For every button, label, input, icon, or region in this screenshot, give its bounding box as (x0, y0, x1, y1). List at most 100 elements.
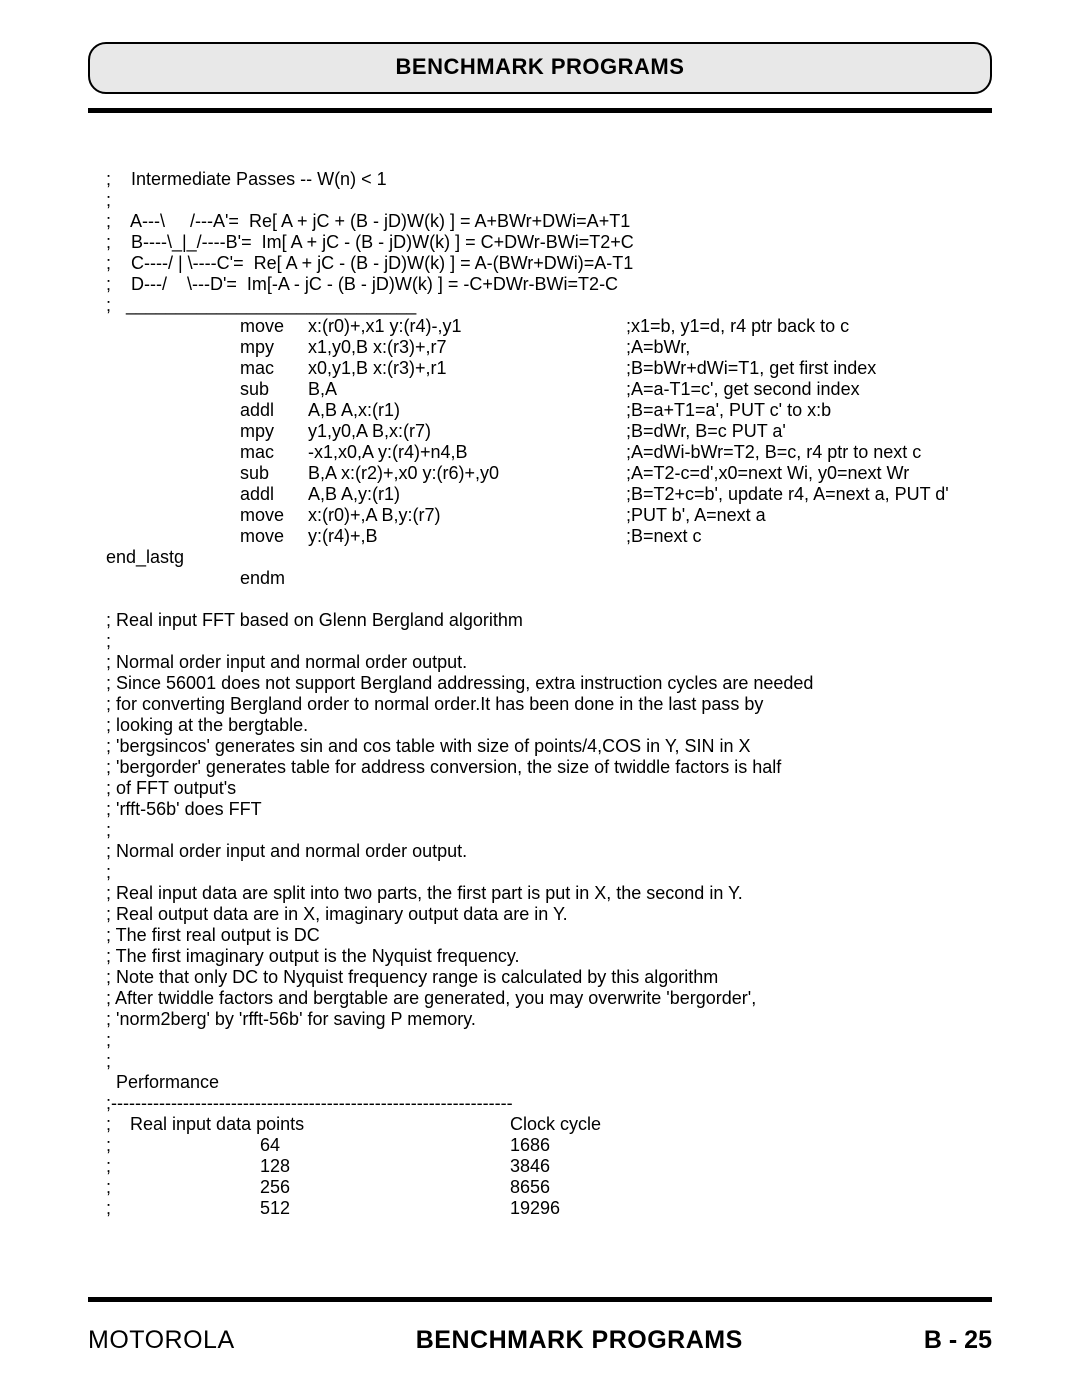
code-line: addlA,B A,x:(r1);B=a+T1=a', PUT c' to x:… (106, 400, 962, 421)
code-comment: ;A=T2-c=d',x0=next Wi, y0=next Wr (626, 463, 962, 484)
perf-semi: ; (106, 1198, 120, 1219)
perf-semi: ; (106, 1135, 120, 1156)
comment-line: ; 'norm2berg' by 'rfft-56b' for saving P… (106, 1009, 962, 1030)
code-operands: A,B A,x:(r1) (308, 400, 626, 421)
code-comment: ;A=a-T1=c', get second index (626, 379, 962, 400)
footer-left: MOTOROLA (88, 1326, 235, 1355)
code-listing: movex:(r0)+,x1 y:(r4)-,y1;x1=b, y1=d, r4… (106, 316, 962, 589)
code-mnemonic: sub (240, 379, 308, 400)
code-comment: ;B=dWr, B=c PUT a' (626, 421, 962, 442)
comment-line: ; C----/ | \----C'= Re[ A + jC - (B - jD… (106, 253, 962, 274)
page-header: BENCHMARK PROGRAMS (88, 42, 992, 94)
comment-line: ; for converting Bergland order to norma… (106, 694, 962, 715)
code-mnemonic: move (240, 316, 308, 337)
comment-line: ; (106, 1030, 962, 1051)
comment-line: ; Normal order input and normal order ou… (106, 841, 962, 862)
code-line: end_lastg (106, 547, 962, 568)
code-mnemonic: endm (240, 568, 308, 589)
code-line: movey:(r4)+,B;B=next c (106, 526, 962, 547)
perf-semi: ; (106, 1114, 120, 1135)
footer-page: B - 25 (924, 1326, 992, 1355)
comment-line: ; Normal order input and normal order ou… (106, 652, 962, 673)
comment-line: ; Since 56001 does not support Bergland … (106, 673, 962, 694)
perf-cycles: Clock cycle (510, 1114, 962, 1135)
code-line: macx0,y1,B x:(r3)+,r1;B=bWr+dWi=T1, get … (106, 358, 962, 379)
perf-cycles: 3846 (510, 1156, 962, 1177)
comment-line: ; (106, 190, 962, 211)
comment-line: ; Note that only DC to Nyquist frequency… (106, 967, 962, 988)
code-comment: ;B=bWr+dWi=T1, get first index (626, 358, 962, 379)
table-row: ;Real input data pointsClock cycle (106, 1114, 962, 1135)
code-line: addlA,B A,y:(r1);B=T2+c=b', update r4, A… (106, 484, 962, 505)
code-operands (308, 568, 626, 589)
code-label: end_lastg (106, 547, 226, 568)
code-operands: -x1,x0,A y:(r4)+n4,B (308, 442, 626, 463)
code-comment (626, 568, 962, 589)
code-mnemonic: addl (240, 400, 308, 421)
comment-line: ; The first imaginary output is the Nyqu… (106, 946, 962, 967)
header-rule (88, 108, 992, 113)
code-operands: x0,y1,B x:(r3)+,r1 (308, 358, 626, 379)
perf-points: 512 (120, 1198, 510, 1219)
perf-points: 256 (120, 1177, 510, 1198)
comment-line: ; B----\_|_/----B'= Im[ A + jC - (B - jD… (106, 232, 962, 253)
code-line: subB,A x:(r2)+,x0 y:(r6)+,y0;A=T2-c=d',x… (106, 463, 962, 484)
comment-line: ; A---\ /---A'= Re[ A + jC + (B - jD)W(k… (106, 211, 962, 232)
comment-line: ; 'bergorder' generates table for addres… (106, 757, 962, 778)
comment-line: ; (106, 862, 962, 883)
comment-line: ; of FFT output's (106, 778, 962, 799)
perf-cycles: 8656 (510, 1177, 962, 1198)
comment-line: ; _____________________________ (106, 295, 962, 316)
perf-points: Real input data points (120, 1114, 510, 1135)
code-operands: B,A x:(r2)+,x0 y:(r6)+,y0 (308, 463, 626, 484)
code-mnemonic: move (240, 526, 308, 547)
code-comment: ;x1=b, y1=d, r4 ptr back to c (626, 316, 962, 337)
description-comments: ; Real input FFT based on Glenn Bergland… (106, 610, 962, 1114)
page-footer: MOTOROLA BENCHMARK PROGRAMS B - 25 (88, 1297, 992, 1355)
performance-table: ;Real input data pointsClock cycle;64168… (106, 1114, 962, 1219)
comment-line: ; Real input data are split into two par… (106, 883, 962, 904)
perf-cycles: 19296 (510, 1198, 962, 1219)
table-row: ;1283846 (106, 1156, 962, 1177)
table-row: ;641686 (106, 1135, 962, 1156)
comment-line: ;---------------------------------------… (106, 1093, 962, 1114)
code-mnemonic: move (240, 505, 308, 526)
code-operands: x:(r0)+,x1 y:(r4)-,y1 (308, 316, 626, 337)
table-row: ;2568656 (106, 1177, 962, 1198)
code-operands: x1,y0,B x:(r3)+,r7 (308, 337, 626, 358)
code-line: mpyy1,y0,A B,x:(r7);B=dWr, B=c PUT a' (106, 421, 962, 442)
code-comment: ;PUT b', A=next a (626, 505, 962, 526)
comment-line: ; Real output data are in X, imaginary o… (106, 904, 962, 925)
comment-line: Performance (106, 1072, 962, 1093)
code-mnemonic: addl (240, 484, 308, 505)
perf-points: 128 (120, 1156, 510, 1177)
code-operands: A,B A,y:(r1) (308, 484, 626, 505)
perf-semi: ; (106, 1156, 120, 1177)
comment-line: ; After twiddle factors and bergtable ar… (106, 988, 962, 1009)
comment-line: ; (106, 631, 962, 652)
code-mnemonic: mpy (240, 337, 308, 358)
spacer (106, 589, 962, 610)
perf-points: 64 (120, 1135, 510, 1156)
code-line: subB,A;A=a-T1=c', get second index (106, 379, 962, 400)
code-line: mpyx1,y0,B x:(r3)+,r7;A=bWr, (106, 337, 962, 358)
code-comment: ;B=next c (626, 526, 962, 547)
footer-title: BENCHMARK PROGRAMS (416, 1326, 743, 1355)
comment-line: ; (106, 1051, 962, 1072)
code-comment: ;A=bWr, (626, 337, 962, 358)
code-line: mac-x1,x0,A y:(r4)+n4,B;A=dWi-bWr=T2, B=… (106, 442, 962, 463)
code-comment: ;B=T2+c=b', update r4, A=next a, PUT d' (626, 484, 962, 505)
perf-semi: ; (106, 1177, 120, 1198)
code-operands: y1,y0,A B,x:(r7) (308, 421, 626, 442)
comment-line: ; Intermediate Passes -- W(n) < 1 (106, 169, 962, 190)
comment-line: ; 'bergsincos' generates sin and cos tab… (106, 736, 962, 757)
code-mnemonic: mac (240, 442, 308, 463)
perf-cycles: 1686 (510, 1135, 962, 1156)
header-title: BENCHMARK PROGRAMS (90, 54, 990, 80)
comment-line: ; Real input FFT based on Glenn Bergland… (106, 610, 962, 631)
code-operands: x:(r0)+,A B,y:(r7) (308, 505, 626, 526)
footer-row: MOTOROLA BENCHMARK PROGRAMS B - 25 (88, 1326, 992, 1355)
code-mnemonic: mpy (240, 421, 308, 442)
comment-line: ; D---/ \---D'= Im[-A - jC - (B - jD)W(k… (106, 274, 962, 295)
code-mnemonic: sub (240, 463, 308, 484)
